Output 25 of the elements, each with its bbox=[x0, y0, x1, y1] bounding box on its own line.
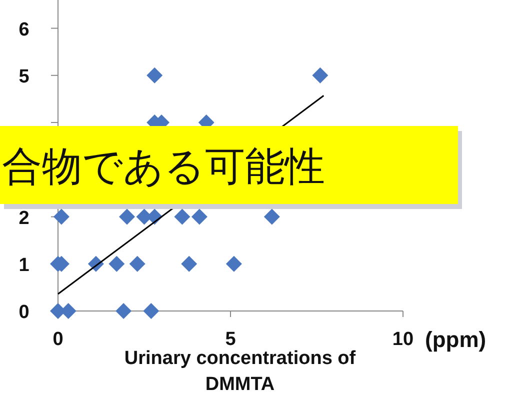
point bbox=[116, 303, 132, 319]
x-tick-label: 0 bbox=[52, 329, 64, 350]
point bbox=[129, 256, 146, 272]
y-tick-label: 6 bbox=[18, 19, 30, 40]
point bbox=[146, 67, 163, 84]
x-tick-label: 10 bbox=[392, 329, 414, 350]
point bbox=[191, 208, 208, 225]
point bbox=[312, 67, 328, 84]
point bbox=[264, 208, 280, 225]
point bbox=[174, 208, 190, 225]
y-tick-label: 5 bbox=[18, 66, 30, 88]
y-tick-label: 0 bbox=[18, 302, 30, 323]
point bbox=[108, 256, 125, 272]
x-tick-label: 5 bbox=[225, 329, 236, 350]
point bbox=[53, 208, 70, 225]
banner: 合物である可能性 bbox=[0, 126, 462, 209]
y-tick-label: 1 bbox=[18, 254, 30, 276]
y-tick-label: 2 bbox=[18, 208, 30, 229]
annotation: 合物である可能性 bbox=[2, 144, 325, 190]
x-axis-title: Urinary concentrations of DMMTA bbox=[124, 348, 356, 395]
point bbox=[119, 208, 135, 225]
point bbox=[181, 256, 198, 272]
point bbox=[226, 256, 242, 272]
text: (ppm) bbox=[425, 327, 486, 352]
point bbox=[143, 303, 160, 319]
